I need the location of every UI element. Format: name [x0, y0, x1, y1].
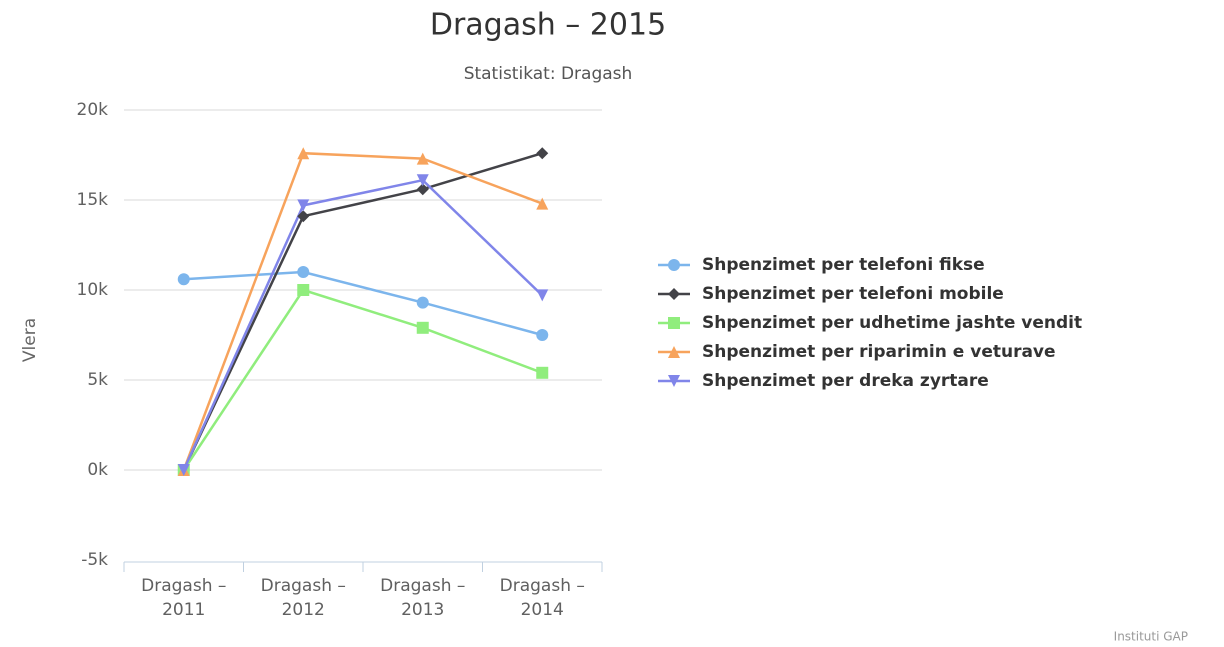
y-tick-label: 10k — [77, 280, 109, 300]
series-line — [182, 151, 543, 471]
marker — [177, 464, 190, 476]
y-tick-label: 20k — [77, 100, 109, 120]
x-tick-label: Dragash – 2012 — [260, 576, 346, 620]
marker — [416, 321, 429, 334]
y-tick-label: 15k — [77, 190, 109, 210]
marker — [177, 273, 190, 286]
series-line — [182, 152, 543, 471]
y-axis-title: Vlera — [20, 318, 40, 362]
marker — [416, 183, 429, 196]
marker — [668, 346, 680, 358]
marker — [536, 366, 549, 379]
y-tick-label: 5k — [87, 370, 108, 390]
marker — [668, 317, 680, 329]
legend-label: Shpenzimet per udhetime jashte vendit — [702, 313, 1082, 333]
marker — [297, 147, 310, 160]
marker — [297, 266, 310, 278]
credits: Instituti GAP — [1114, 630, 1188, 644]
marker — [416, 152, 429, 165]
x-tick-label: Dragash – 2011 — [141, 576, 227, 620]
marker — [668, 259, 680, 271]
marker — [416, 174, 429, 187]
marker — [536, 329, 549, 341]
legend-label: Shpenzimet per riparimin e veturave — [702, 342, 1056, 362]
chart-subtitle: Statistikat: Dragash — [464, 64, 633, 84]
marker — [536, 197, 549, 210]
marker — [297, 284, 310, 296]
series-line — [182, 178, 544, 471]
y-tick-label: 0k — [87, 460, 108, 480]
legend-label: Shpenzimet per telefoni mobile — [702, 284, 1004, 304]
marker — [536, 289, 549, 302]
x-tick-label: Dragash – 2013 — [380, 576, 466, 620]
x-tick-label: Dragash – 2014 — [499, 576, 585, 620]
series-line — [183, 270, 543, 337]
y-tick-label: -5k — [81, 550, 108, 570]
legend-label: Shpenzimet per telefoni fikse — [702, 255, 985, 275]
legend-label: Shpenzimet per dreka zyrtare — [702, 371, 989, 391]
marker — [297, 210, 310, 223]
marker — [416, 296, 429, 309]
marker — [668, 288, 680, 300]
marker — [668, 375, 680, 387]
marker — [536, 147, 549, 160]
marker — [297, 199, 310, 212]
chart-title: Dragash – 2015 — [430, 8, 666, 43]
series-line — [182, 288, 543, 471]
